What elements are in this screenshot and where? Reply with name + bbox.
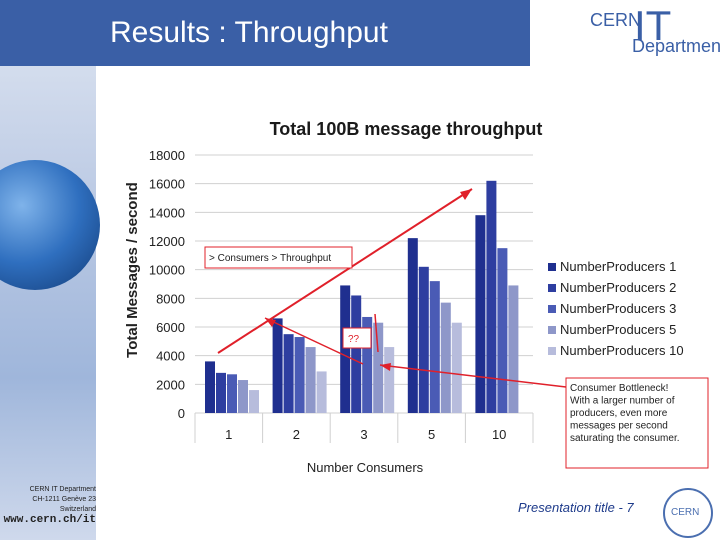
bar-3-2 — [351, 295, 362, 413]
throughput-chart: Total 100B message throughput 0 2000 4000 60… — [124, 119, 709, 475]
bar-5-4 — [440, 302, 451, 413]
bar-10-3 — [497, 248, 508, 413]
x-tick-label: 5 — [428, 427, 435, 442]
globe-image — [0, 160, 100, 290]
annotation-arrow-line — [217, 188, 473, 354]
bar-1-1 — [205, 361, 215, 413]
y-tick-label: 0 — [178, 406, 185, 421]
annotation-text-3-line: Consumer Bottleneck! — [570, 383, 668, 394]
annotation-box-1 — [204, 246, 353, 269]
seal-text: CERN — [671, 507, 700, 518]
y-tick-label: 4000 — [156, 349, 185, 364]
legend-entry: NumberProducers 2 — [560, 280, 676, 295]
bar-5-1 — [407, 238, 418, 413]
annotation-text-3-line: messages per second — [570, 421, 668, 432]
footer-line-2: CH-1211 Genève 23 — [32, 496, 96, 503]
footer-url: www.cern.ch/it — [3, 514, 96, 526]
annotation-text-1: > Consumers > Throughput — [209, 253, 331, 264]
slide-title: Results : Throughput — [110, 16, 388, 49]
slide-header: Results : Throughput CERN IT Department — [0, 0, 720, 66]
footer-address: CERN IT Department CH-1211 Genève 23 Swi… — [0, 485, 96, 526]
y-tick-label: 6000 — [156, 320, 185, 335]
cern-seal-icon: CERN — [663, 488, 713, 538]
annotation-text-3-line: producers, even more — [570, 408, 668, 419]
y-tick-label: 10000 — [149, 263, 185, 278]
bar-2-1 — [272, 318, 283, 413]
legend-entry: NumberProducers 1 — [560, 259, 676, 274]
cern-logo-text: CERN — [590, 10, 642, 30]
annotation-pointer-head — [265, 318, 276, 327]
y-axis-label: Total Messages / second — [124, 182, 141, 358]
y-tick-label: 14000 — [149, 205, 185, 220]
annotation-arrow-head — [460, 189, 472, 200]
bar-10-4 — [508, 285, 519, 413]
y-tick-label: 2000 — [156, 377, 185, 392]
legend-swatch — [548, 326, 556, 334]
annotation-text-3-line: With a larger number of — [570, 396, 675, 407]
bar-2-3 — [294, 337, 305, 413]
legend-swatch — [548, 284, 556, 292]
bar-3-4 — [373, 322, 384, 413]
chart-title: Total 100B message throughput — [270, 119, 543, 139]
bar-10-1 — [475, 215, 486, 413]
bar-2-2 — [283, 334, 294, 413]
footer-line-3: Switzerland — [59, 506, 96, 513]
annotation-pointer-line — [374, 313, 379, 353]
bar-3-5 — [384, 347, 395, 413]
annotation-text-2: ?? — [348, 334, 360, 345]
bar-5-3 — [429, 281, 440, 413]
y-tick-label: 18000 — [149, 148, 185, 163]
legend-entry: NumberProducers 3 — [560, 301, 676, 316]
department-logo-text: Department — [632, 36, 720, 56]
annotation-pointer-line — [264, 317, 364, 365]
bar-2-4 — [305, 347, 316, 413]
annotation-box-2 — [342, 327, 372, 349]
y-tick-label: 16000 — [149, 177, 185, 192]
legend-entry: NumberProducers 5 — [560, 322, 676, 337]
annotation-pointer-line — [379, 364, 567, 388]
legend-entry: NumberProducers 10 — [560, 343, 684, 358]
annotation-box-3 — [565, 377, 709, 469]
annotation-text-3: Consumer Bottleneck! With a larger number… — [570, 383, 680, 444]
bar-5-5 — [451, 322, 462, 413]
bar-1-3 — [227, 374, 237, 413]
x-tick-label: 2 — [293, 427, 300, 442]
legend-swatch — [548, 263, 556, 271]
legend-swatch — [548, 305, 556, 313]
header-logo-area: CERN IT Department — [530, 0, 720, 66]
left-decoration-panel: GS — [0, 0, 100, 540]
bar-1-4 — [238, 380, 248, 413]
annotation-text-3-line: saturating the consumer. — [570, 433, 680, 444]
bar-3-3 — [362, 316, 373, 413]
x-tick-label: 1 — [225, 427, 232, 442]
legend-swatch — [548, 347, 556, 355]
x-axis-label: Number Consumers — [307, 460, 424, 475]
bar-3-1 — [340, 285, 351, 413]
presentation-title: Presentation title - 7 — [518, 500, 634, 515]
x-tick-label: 3 — [360, 427, 367, 442]
annotation-pointer-head — [380, 363, 391, 371]
y-tick-label: 12000 — [149, 234, 185, 249]
x-tick-label: 10 — [492, 427, 506, 442]
it-logo-text: IT — [634, 2, 672, 49]
footer-line-1: CERN IT Department — [29, 486, 96, 493]
bar-10-2 — [486, 180, 497, 413]
bar-1-5 — [249, 390, 259, 413]
bar-5-2 — [418, 266, 429, 413]
bar-1-2 — [216, 372, 226, 413]
y-tick-label: 8000 — [156, 291, 185, 306]
bar-2-5 — [316, 371, 327, 413]
